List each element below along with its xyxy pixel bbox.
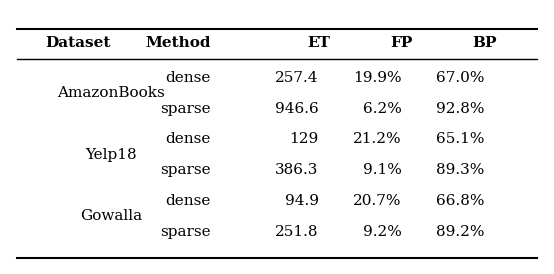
Text: dense: dense: [165, 71, 211, 85]
Text: dense: dense: [165, 194, 211, 208]
Text: AmazonBooks: AmazonBooks: [57, 86, 165, 101]
Text: och time, forward percentage, backward percentage, respectively: och time, forward percentage, backward p…: [86, 8, 554, 22]
Text: 67.0%: 67.0%: [436, 71, 485, 85]
Text: 92.8%: 92.8%: [436, 102, 485, 116]
Text: an, which does not address the performance bottlen: an, which does not address the performan…: [0, 255, 370, 269]
Text: Method: Method: [145, 36, 211, 50]
Text: 386.3: 386.3: [275, 163, 319, 177]
Text: 6.2%: 6.2%: [363, 102, 402, 116]
Text: sparse: sparse: [160, 224, 211, 239]
Text: 129: 129: [289, 132, 319, 147]
Text: 257.4: 257.4: [275, 71, 319, 85]
Text: 89.3%: 89.3%: [437, 163, 485, 177]
Text: FP: FP: [391, 36, 413, 50]
Text: 9.1%: 9.1%: [363, 163, 402, 177]
Text: Dataset: Dataset: [45, 36, 111, 50]
Text: dense: dense: [165, 132, 211, 147]
Text: 66.8%: 66.8%: [436, 194, 485, 208]
Text: 94.9: 94.9: [285, 194, 319, 208]
Text: sparse: sparse: [160, 102, 211, 116]
Text: 89.2%: 89.2%: [436, 224, 485, 239]
Text: 946.6: 946.6: [275, 102, 319, 116]
Text: Yelp18: Yelp18: [85, 148, 137, 162]
Text: 21.2%: 21.2%: [353, 132, 402, 147]
Text: 251.8: 251.8: [275, 224, 319, 239]
Text: BP: BP: [473, 36, 497, 50]
Text: 19.9%: 19.9%: [353, 71, 402, 85]
Text: 9.2%: 9.2%: [363, 224, 402, 239]
Text: 20.7%: 20.7%: [353, 194, 402, 208]
Text: Gowalla: Gowalla: [80, 209, 142, 223]
Text: sparse: sparse: [160, 163, 211, 177]
Text: 65.1%: 65.1%: [436, 132, 485, 147]
Text: ET: ET: [307, 36, 330, 50]
